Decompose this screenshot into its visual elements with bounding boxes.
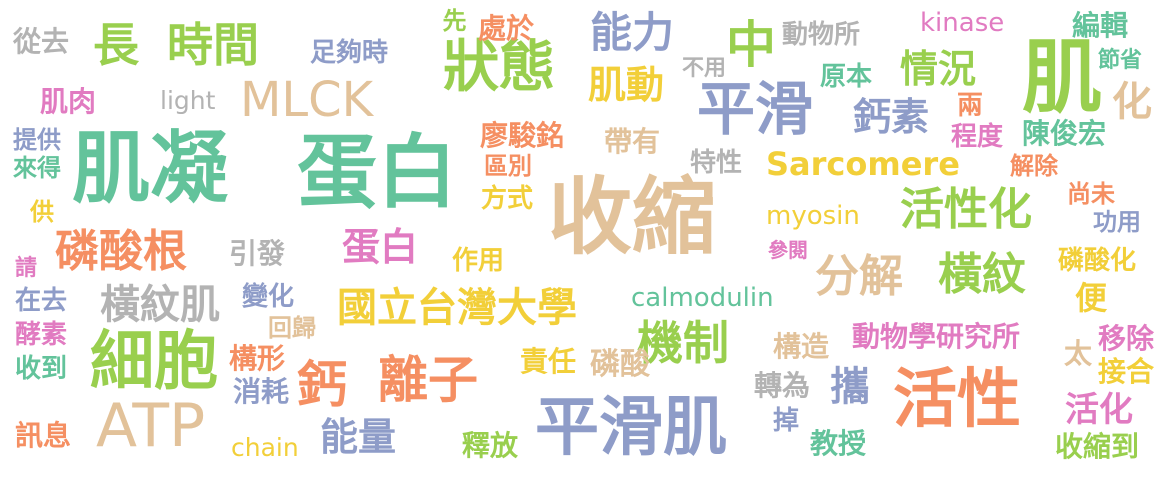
word: 程度: [951, 122, 1004, 152]
word: 構造: [773, 330, 830, 363]
word: 尚未: [1067, 180, 1115, 208]
word: 釋放: [462, 429, 519, 462]
word: 功用: [1093, 208, 1141, 236]
word: 磷酸根: [55, 226, 187, 277]
word: 鈣素: [853, 95, 930, 139]
word: 構形: [229, 342, 286, 375]
word: 肌動: [588, 63, 665, 107]
word: 中: [726, 16, 776, 74]
word: 便: [1075, 279, 1108, 317]
word: 蛋白: [297, 126, 457, 219]
word: 機制: [637, 316, 729, 370]
word: 接合: [1098, 355, 1155, 388]
word: 離子: [378, 351, 478, 409]
word: 太: [1064, 337, 1093, 370]
word: 情況: [900, 47, 977, 91]
word: 動物學研究所: [852, 320, 1021, 353]
word: 活性化: [900, 184, 1032, 235]
word: 原本: [820, 62, 873, 92]
word: 引發: [229, 237, 286, 270]
word: 能量: [320, 415, 397, 459]
word: chain: [231, 433, 299, 462]
word: 區別: [484, 152, 532, 180]
word: 來得: [13, 154, 61, 182]
word: 橫紋: [938, 249, 1026, 300]
word: 化: [1112, 79, 1152, 125]
word: 磷酸化: [1058, 246, 1137, 276]
word: 在去: [15, 286, 68, 316]
word: 作用: [452, 246, 505, 276]
word: 動物所: [782, 20, 861, 50]
word: 酵素: [15, 320, 68, 350]
word: 請: [15, 256, 38, 281]
word: 兩: [957, 91, 984, 121]
word: 提供: [13, 126, 61, 154]
word: calmodulin: [631, 283, 774, 313]
word: 肌: [1022, 31, 1102, 124]
word: 國立台灣大學: [337, 285, 577, 331]
word: 帶有: [604, 125, 661, 158]
word: 平滑: [697, 75, 814, 143]
word: 狀態: [443, 35, 555, 100]
word: 磷酸: [590, 347, 650, 382]
word: 編輯: [1072, 9, 1129, 42]
word: 從去: [13, 25, 70, 58]
word: 特性: [690, 148, 743, 178]
word: 陳俊宏: [1022, 117, 1107, 150]
word: 足夠時: [310, 38, 389, 68]
word: 廖駿銘: [480, 119, 565, 152]
word: 能力: [590, 8, 675, 57]
word: 橫紋肌: [100, 282, 220, 328]
word: 節省: [1098, 48, 1143, 73]
word: 蛋白: [342, 225, 419, 269]
word: MLCK: [240, 72, 374, 128]
word: 時間: [167, 18, 259, 72]
word: 收縮: [548, 168, 717, 266]
word: 分解: [815, 251, 903, 302]
word: 消耗: [233, 375, 290, 408]
word: 掉: [773, 406, 800, 436]
word: 供: [30, 198, 54, 226]
word: 活化: [1065, 390, 1133, 430]
word: 方式: [481, 184, 534, 214]
word: Sarcomere: [766, 145, 960, 183]
word: 轉為: [754, 369, 811, 402]
word: 鈣: [297, 356, 347, 414]
word: 先: [438, 8, 466, 32]
word: 肌肉: [40, 85, 97, 118]
word: 解除: [1010, 152, 1058, 180]
word: light: [160, 86, 216, 115]
word: 移除: [1098, 322, 1155, 355]
word: kinase: [920, 8, 1005, 38]
word: 長: [93, 18, 139, 72]
word: 回歸: [268, 314, 316, 342]
word: ATP: [96, 391, 206, 461]
word: 收縮到: [1055, 430, 1140, 463]
word: 細胞: [90, 325, 218, 399]
word: 收到: [15, 354, 68, 384]
word: 教授: [810, 427, 867, 460]
word: 不用: [682, 56, 727, 81]
word: 訊息: [15, 419, 72, 452]
word: 肌凝: [72, 124, 229, 214]
word: 活性: [893, 363, 1021, 437]
word: 平滑肌: [535, 391, 727, 465]
word: 處於: [478, 12, 535, 45]
word: 攜: [830, 364, 870, 410]
word: 參閱: [768, 238, 808, 262]
word: 變化: [242, 282, 295, 312]
word: 責任: [520, 345, 577, 378]
word: myosin: [766, 201, 860, 231]
